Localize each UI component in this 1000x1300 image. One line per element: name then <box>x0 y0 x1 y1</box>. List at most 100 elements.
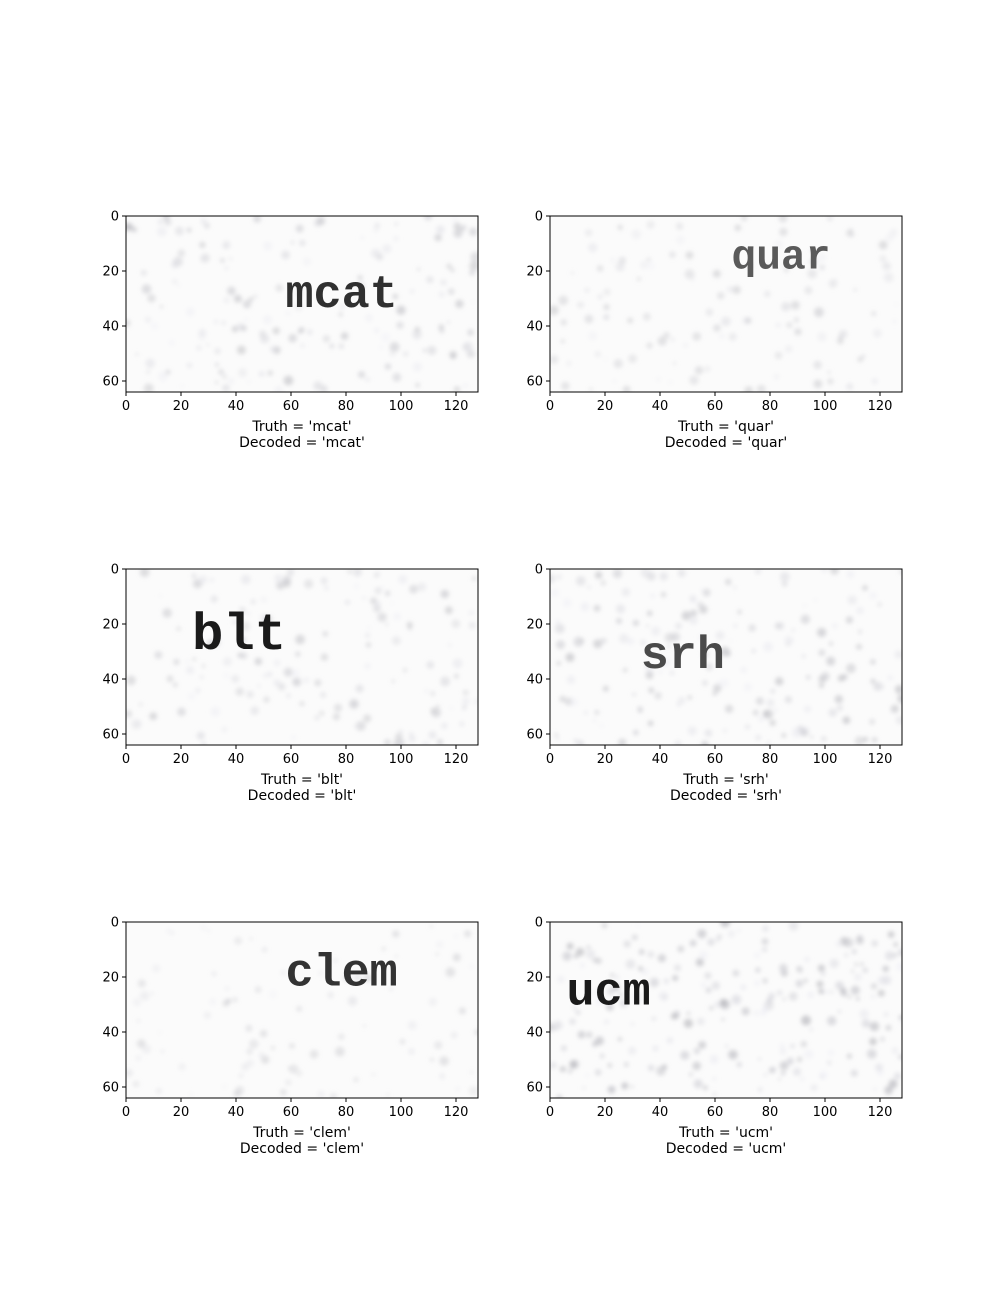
truth-caption: Truth = 'srh' <box>683 772 769 788</box>
x-tick-label: 40 <box>228 399 245 414</box>
subplot-4-plot: srh 0 20 40 60 80 100 120 0 20 40 60 <box>526 563 903 767</box>
axes-frame <box>125 215 479 393</box>
image-word: blt <box>192 606 286 665</box>
x-tick-label: 80 <box>762 1105 779 1120</box>
truth-caption: Truth = 'clem' <box>253 1125 351 1141</box>
y-tick-label: 60 <box>102 728 119 743</box>
truth-caption: Truth = 'blt' <box>260 772 344 788</box>
y-tick-label: 60 <box>526 1081 543 1096</box>
x-tick-label: 60 <box>707 399 724 414</box>
y-tick-label: 60 <box>102 1081 119 1096</box>
subplot-5-captions: Truth = 'clem' Decoded = 'clem' <box>126 1125 478 1157</box>
decoded-caption: Decoded = 'clem' <box>239 1141 365 1157</box>
y-tick-label: 60 <box>526 728 543 743</box>
y-tick-label: 0 <box>535 563 543 578</box>
axes-frame <box>125 568 479 746</box>
x-tick-label: 40 <box>228 752 245 767</box>
x-tick-label: 120 <box>444 399 469 414</box>
y-tick-label: 20 <box>526 618 543 633</box>
x-tick-label: 20 <box>173 1105 190 1120</box>
x-tick-label: 20 <box>173 399 190 414</box>
x-tick-label: 80 <box>338 1105 355 1120</box>
x-tick-label: 40 <box>228 1105 245 1120</box>
truth-caption: Truth = 'ucm' <box>678 1125 774 1141</box>
x-tick-label: 0 <box>546 752 554 767</box>
x-tick-label: 40 <box>652 752 669 767</box>
subplot-1-captions: Truth = 'mcat' Decoded = 'mcat' <box>126 419 478 451</box>
image-word: srh <box>641 630 725 683</box>
x-tick-label: 100 <box>389 399 414 414</box>
image-area: ucm <box>550 922 902 1098</box>
image-noise <box>550 569 902 745</box>
x-tick-label: 60 <box>283 1105 300 1120</box>
x-tick-label: 100 <box>813 399 838 414</box>
x-tick-label: 120 <box>868 399 893 414</box>
subplot-6: ucm 0 20 40 60 80 100 120 0 20 40 60 Truth = 'ucm' … <box>524 911 944 1171</box>
decoded-caption: Decoded = 'ucm' <box>665 1141 787 1157</box>
image-noise <box>126 216 478 392</box>
image-area: quar <box>550 216 902 392</box>
y-tick-label: 0 <box>111 563 119 578</box>
truth-caption: Truth = 'mcat' <box>252 419 352 435</box>
subplot-6-plot: ucm 0 20 40 60 80 100 120 0 20 40 60 <box>526 916 903 1120</box>
image-word: mcat <box>286 269 398 322</box>
image-noise <box>550 216 898 392</box>
x-tick-label: 40 <box>652 1105 669 1120</box>
subplot-3-captions: Truth = 'blt' Decoded = 'blt' <box>126 772 478 804</box>
decoded-caption: Decoded = 'quar' <box>664 435 788 451</box>
subplot-4: srh 0 20 40 60 80 100 120 0 20 40 60 Truth = 'srh' … <box>524 558 944 818</box>
decoded-caption: Decoded = 'mcat' <box>239 435 365 451</box>
image-noise <box>126 569 478 745</box>
subplot-6-captions: Truth = 'ucm' Decoded = 'ucm' <box>550 1125 902 1157</box>
x-tick-label: 100 <box>813 752 838 767</box>
x-tick-label: 80 <box>338 752 355 767</box>
x-tick-label: 0 <box>546 399 554 414</box>
x-tick-label: 60 <box>283 752 300 767</box>
y-tick-label: 20 <box>102 618 119 633</box>
x-tick-label: 80 <box>762 399 779 414</box>
x-tick-label: 0 <box>546 1105 554 1120</box>
axes-frame <box>549 921 903 1099</box>
truth-caption: Truth = 'quar' <box>678 419 774 435</box>
x-tick-label: 100 <box>389 752 414 767</box>
y-tick-label: 40 <box>526 320 543 335</box>
subplot-4-captions: Truth = 'srh' Decoded = 'srh' <box>550 772 902 804</box>
x-tick-label: 80 <box>338 399 355 414</box>
image-word: quar <box>732 235 831 281</box>
image-background <box>550 216 902 392</box>
subplot-3: blt 0 20 40 60 80 100 120 0 20 40 60 Truth = 'blt' … <box>100 558 520 818</box>
image-area: blt <box>126 569 478 745</box>
subplot-2-captions: Truth = 'quar' Decoded = 'quar' <box>550 419 902 451</box>
image-noise <box>126 924 478 1098</box>
image-word: clem <box>286 947 398 1000</box>
y-tick-label: 20 <box>102 265 119 280</box>
image-background <box>126 569 478 745</box>
y-tick-label: 20 <box>102 971 119 986</box>
y-tick-label: 0 <box>111 916 119 931</box>
y-tick-label: 20 <box>526 971 543 986</box>
subplot-1: mcat 0 20 40 60 80 100 120 0 20 40 60 Truth = 'mcat… <box>100 205 520 465</box>
x-tick-label: 20 <box>597 399 614 414</box>
y-tick-label: 0 <box>535 210 543 225</box>
subplot-5-plot: clem 0 20 40 60 80 100 120 0 20 40 60 <box>102 916 479 1120</box>
image-word: ucm <box>567 967 651 1020</box>
y-tick-label: 40 <box>102 673 119 688</box>
x-tick-label: 60 <box>707 1105 724 1120</box>
y-tick-label: 0 <box>535 916 543 931</box>
x-tick-label: 100 <box>389 1105 414 1120</box>
image-area: srh <box>550 569 902 745</box>
x-tick-label: 120 <box>444 1105 469 1120</box>
y-tick-label: 40 <box>102 320 119 335</box>
x-tick-label: 120 <box>868 752 893 767</box>
y-tick-label: 40 <box>526 1026 543 1041</box>
decoded-caption: Decoded = 'srh' <box>669 788 783 804</box>
y-tick-label: 60 <box>102 375 119 390</box>
y-tick-label: 40 <box>526 673 543 688</box>
y-tick-label: 20 <box>526 265 543 280</box>
image-area: clem <box>126 922 478 1098</box>
image-background <box>550 569 902 745</box>
x-tick-label: 20 <box>597 1105 614 1120</box>
axes-frame <box>549 215 903 393</box>
subplot-3-plot: blt 0 20 40 60 80 100 120 0 20 40 60 <box>102 563 479 767</box>
x-tick-label: 100 <box>813 1105 838 1120</box>
